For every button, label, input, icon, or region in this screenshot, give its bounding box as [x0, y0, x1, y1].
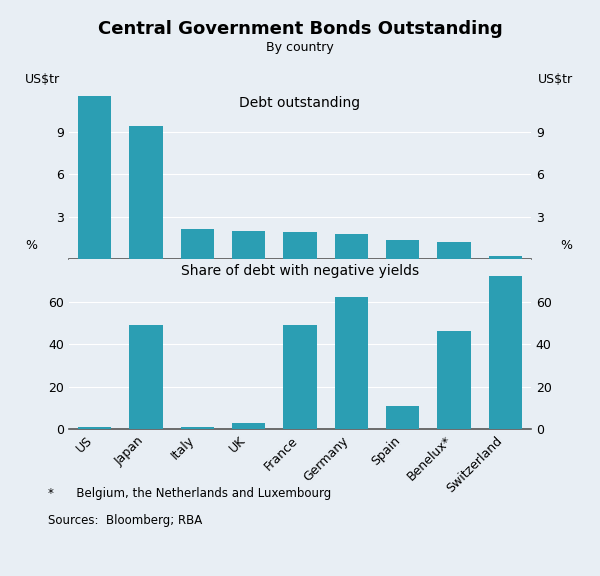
Text: Debt outstanding: Debt outstanding — [239, 96, 361, 110]
Text: Share of debt with negative yields: Share of debt with negative yields — [181, 264, 419, 278]
Text: US$tr: US$tr — [25, 73, 60, 86]
Bar — [386, 406, 419, 429]
Bar — [488, 256, 522, 259]
Text: Sources:  Bloomberg; RBA: Sources: Bloomberg; RBA — [48, 514, 202, 527]
Text: Central Government Bonds Outstanding: Central Government Bonds Outstanding — [98, 20, 502, 38]
Text: %: % — [560, 240, 572, 252]
Bar — [232, 231, 265, 259]
Bar — [437, 331, 470, 429]
Bar — [181, 427, 214, 429]
Bar — [130, 126, 163, 259]
Bar — [437, 241, 470, 259]
Bar — [386, 240, 419, 259]
Text: *      Belgium, the Netherlands and Luxembourg: * Belgium, the Netherlands and Luxembour… — [48, 487, 331, 500]
Bar — [283, 232, 317, 259]
Bar — [78, 96, 112, 259]
Bar — [181, 229, 214, 259]
Bar — [130, 325, 163, 429]
Bar — [488, 276, 522, 429]
Bar — [335, 297, 368, 429]
Text: US$tr: US$tr — [538, 73, 572, 86]
Bar — [283, 325, 317, 429]
Bar — [78, 427, 112, 429]
Bar — [335, 234, 368, 259]
Text: By country: By country — [266, 41, 334, 55]
Bar — [232, 423, 265, 429]
Text: %: % — [25, 240, 37, 252]
